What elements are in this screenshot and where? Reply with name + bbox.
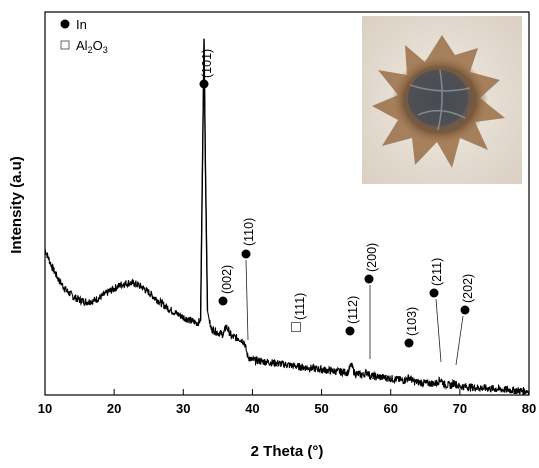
peak-label: (111) [293, 293, 307, 320]
peak-annotations: (101) (002) (110) (111) (112) (200) (103) (211)… [199, 49, 475, 366]
peak-label: (101) [200, 49, 214, 78]
peak-label: (200) [365, 243, 379, 272]
x-tick-label: 60 [383, 401, 397, 416]
inset-photo [362, 16, 522, 184]
in-peak-marker [460, 305, 470, 315]
al2o3-peak-marker [291, 322, 301, 332]
leader-line [435, 298, 442, 363]
x-tick-label: 70 [453, 401, 467, 416]
x-tick-label: 10 [38, 401, 52, 416]
x-axis-ticks: 10 20 30 40 50 60 70 80 [38, 389, 536, 416]
in-peak-marker [218, 296, 228, 306]
plot-frame [44, 11, 530, 396]
legend-in-marker [60, 19, 70, 29]
in-peak-marker [199, 79, 209, 89]
peak-label: (202) [461, 274, 475, 303]
x-tick-label: 40 [245, 401, 259, 416]
x-tick-label: 80 [522, 401, 536, 416]
in-peak-marker [404, 338, 414, 348]
peak-label: (110) [242, 218, 256, 246]
leader-line [245, 259, 249, 341]
peak-label: (103) [405, 307, 419, 336]
legend-in-label: In [76, 17, 87, 32]
legend: In Al2O3 [60, 17, 108, 55]
in-peak-marker [364, 274, 374, 284]
peak-label: (002) [220, 265, 234, 294]
peak-label: (211) [430, 258, 444, 286]
legend-al2o3-label: Al2O3 [76, 38, 108, 55]
series-line-0 [44, 38, 530, 396]
peak-label: (112) [346, 296, 360, 324]
in-peak-marker [345, 326, 355, 336]
legend-al2o3-marker [60, 40, 70, 50]
in-peak-marker [241, 249, 251, 259]
x-tick-label: 30 [176, 401, 190, 416]
in-peak-marker [429, 288, 439, 298]
main-peak [199, 38, 209, 321]
x-tick-label: 50 [314, 401, 328, 416]
y-axis-title: Intensity (a.u) [8, 156, 25, 254]
leader-line [455, 315, 464, 366]
x-tick-label: 20 [107, 401, 121, 416]
series-layer [44, 38, 530, 396]
x-axis-title: 2 Theta (°) [251, 443, 324, 460]
